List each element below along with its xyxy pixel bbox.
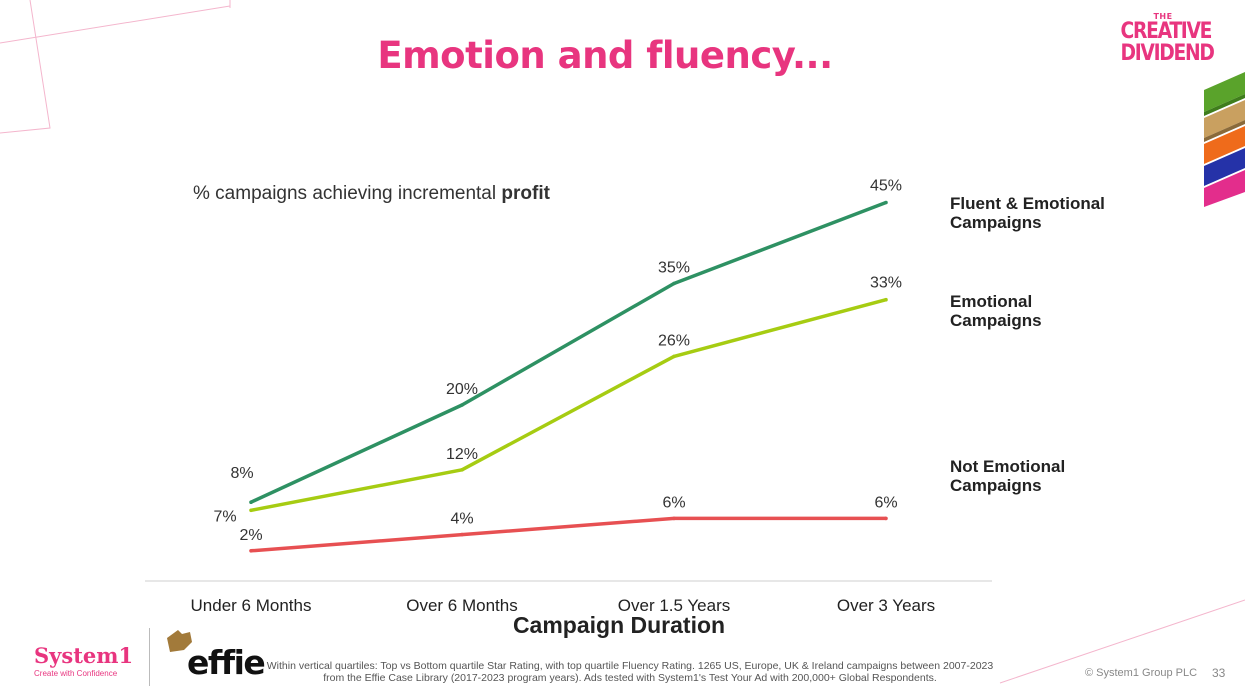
page-number: 33	[1212, 666, 1226, 680]
data-label-1-3: 33%	[870, 275, 902, 292]
data-label-0-0: 8%	[230, 465, 253, 482]
data-point-0-0	[249, 500, 253, 505]
data-label-2-1: 4%	[450, 511, 473, 528]
effie-trophy-icon	[167, 630, 192, 652]
data-point-2-2	[672, 516, 676, 521]
copyright: © System1 Group PLC	[1085, 667, 1198, 679]
legend-fluent-emotional: Fluent & Emotional Campaigns	[950, 194, 1105, 232]
effie-logo: effie	[187, 643, 266, 682]
data-point-2-3	[884, 516, 888, 521]
data-point-0-2	[672, 281, 676, 286]
slide-title: Emotion and fluency...	[377, 34, 833, 77]
brand-line-3: DIVIDEND	[1120, 41, 1215, 66]
data-label-1-0: 7%	[213, 508, 236, 525]
data-point-1-0	[249, 508, 253, 513]
data-label-0-2: 35%	[658, 260, 690, 277]
data-point-2-0	[249, 549, 253, 553]
data-point-1-3	[884, 297, 888, 302]
series-line-2	[250, 516, 886, 553]
data-label-0-3: 45%	[870, 178, 902, 195]
footer-divider	[149, 628, 150, 686]
data-label-1-2: 26%	[658, 332, 690, 349]
series-line-0	[250, 200, 887, 504]
data-point-1-1	[460, 468, 464, 472]
system1-logo: System1	[34, 643, 134, 668]
data-label-2-0: 2%	[239, 527, 262, 544]
data-point-0-3	[884, 200, 888, 205]
data-label-2-2: 6%	[662, 494, 685, 511]
x-tick-label-2: Over 1.5 Years	[618, 596, 730, 615]
data-point-0-1	[460, 403, 464, 407]
data-label-1-1: 12%	[446, 446, 478, 463]
series-line-1	[250, 298, 887, 513]
brand-line-1: THE	[1153, 12, 1173, 21]
x-tick-label-1: Over 6 Months	[406, 596, 518, 615]
data-label-2-3: 6%	[874, 494, 897, 511]
creative-dividend-logo: THE CREATIVE DIVIDEND	[1113, 12, 1215, 66]
footnote: Within vertical quartiles: Top vs Bottom…	[266, 660, 994, 684]
subtitle-text: % campaigns achieving incremental	[193, 183, 502, 204]
system1-tagline: Create with Confidence	[34, 669, 118, 678]
x-tick-label-3: Over 3 Years	[837, 596, 935, 615]
legend-emotional: Emotional Campaigns	[950, 292, 1042, 330]
chart-subtitle: % campaigns achieving incremental profit	[193, 183, 550, 205]
x-tick-label-0: Under 6 Months	[191, 596, 312, 615]
legend-not-emotional: Not Emotional Campaigns	[950, 457, 1066, 495]
x-axis-title: Campaign Duration	[512, 612, 726, 638]
data-point-2-1	[460, 532, 464, 537]
subtitle-bold: profit	[501, 183, 550, 204]
data-label-0-1: 20%	[446, 381, 478, 398]
stacked-books-icon	[1204, 72, 1245, 207]
brand-line-2: CREATIVE	[1120, 19, 1213, 44]
data-point-1-2	[672, 354, 676, 359]
